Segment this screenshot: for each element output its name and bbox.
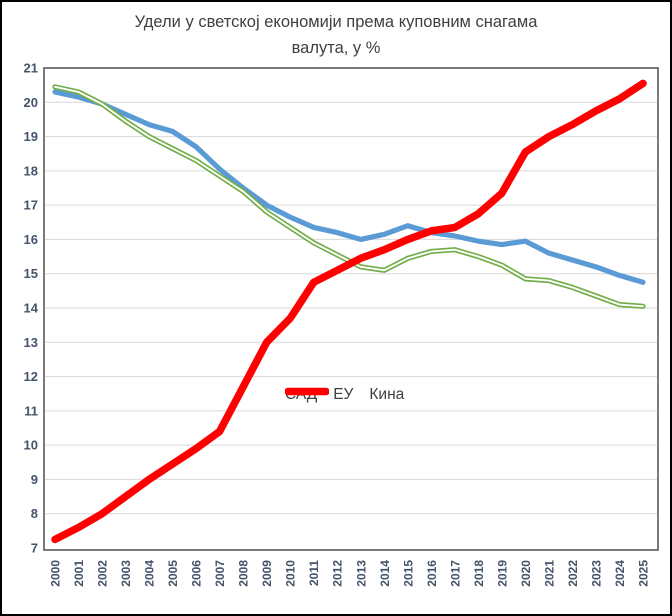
x-tick-label: 2018 [472, 560, 486, 587]
chart-legend: САДЕУКина [285, 386, 404, 404]
x-tick-label: 2010 [284, 560, 298, 587]
chart-title-line1: Удели у светској економији према куповни… [134, 13, 538, 31]
y-tick-label: 18 [24, 163, 38, 178]
y-tick-label: 20 [24, 95, 38, 110]
x-tick-label: 2006 [190, 560, 204, 587]
legend-label-china: Кина [369, 386, 405, 403]
y-tick-label: 15 [24, 266, 38, 281]
legend-item-eu: ЕУ [285, 386, 354, 404]
y-tick-label: 9 [31, 472, 38, 487]
x-tick-label: 2003 [119, 560, 133, 587]
x-tick-label: 2000 [49, 560, 63, 587]
y-tick-label: 17 [24, 198, 38, 213]
x-tick-label: 2001 [72, 560, 86, 587]
x-tick-label: 2016 [425, 560, 439, 587]
y-tick-label: 8 [31, 506, 38, 521]
y-tick-label: 11 [24, 403, 38, 418]
y-tick-label: 14 [24, 301, 39, 316]
y-tick-label: 19 [24, 129, 38, 144]
x-tick-label: 2020 [519, 560, 533, 587]
series-line-usa [52, 89, 646, 285]
x-tick-label: 2015 [401, 560, 415, 587]
x-tick-label: 2002 [96, 560, 110, 587]
x-tick-label: 2014 [378, 560, 392, 587]
y-tick-label: 16 [24, 232, 38, 247]
x-tick-label: 2017 [448, 560, 462, 587]
x-tick-label: 2013 [354, 560, 368, 587]
x-tick-label: 2025 [637, 560, 651, 587]
x-tick-label: 2019 [495, 560, 509, 587]
y-tick-label: 13 [24, 335, 38, 350]
series-line-china [51, 79, 647, 544]
legend-item-china: Кина [285, 386, 405, 404]
y-tick-label: 10 [24, 438, 38, 453]
x-tick-label: 2021 [542, 560, 556, 587]
x-tick-label: 2024 [613, 560, 627, 587]
legend-label-eu: ЕУ [333, 386, 354, 403]
y-tick-label: 12 [24, 369, 38, 384]
y-tick-label: 7 [31, 541, 38, 556]
x-tick-label: 2008 [237, 560, 251, 587]
x-tick-label: 2009 [260, 560, 274, 587]
x-tick-label: 2022 [566, 560, 580, 587]
chart-title-line2: валута, у % [291, 39, 381, 57]
x-tick-label: 2012 [331, 560, 345, 587]
x-tick-label: 2005 [166, 560, 180, 587]
chart-title: Удели у светској економији према куповни… [2, 9, 670, 61]
plot-border [43, 67, 659, 551]
x-tick-label: 2023 [589, 560, 603, 587]
legend-swatch-china [285, 387, 329, 396]
x-tick-label: 2007 [213, 560, 227, 587]
x-tick-label: 2011 [307, 560, 321, 586]
x-tick-label: 2004 [143, 560, 157, 587]
y-tick-label: 21 [24, 61, 38, 76]
